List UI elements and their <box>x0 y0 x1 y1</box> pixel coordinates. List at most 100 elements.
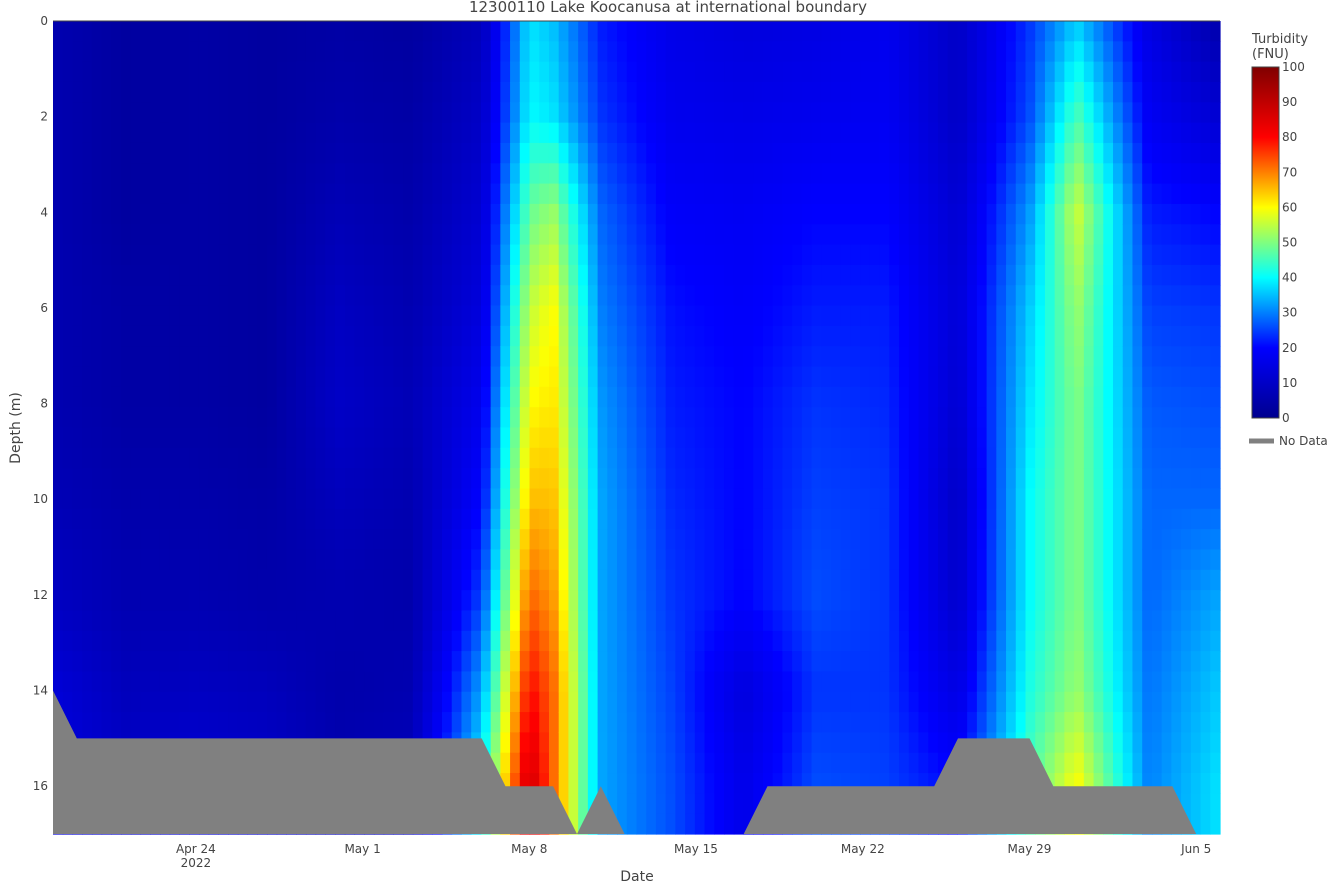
legend[interactable]: No Data <box>1249 434 1328 448</box>
heat-cell <box>276 122 287 144</box>
heat-cell <box>831 142 842 164</box>
heat-cell <box>792 508 803 530</box>
heat-cell <box>675 305 686 327</box>
heat-cell <box>422 346 433 368</box>
heat-cell <box>1064 508 1075 530</box>
heat-cell <box>1093 325 1104 347</box>
heat-cell <box>889 447 900 469</box>
heat-cell <box>1025 712 1036 733</box>
heat-cell <box>665 346 676 368</box>
heat-cell <box>539 366 550 388</box>
heat-cell <box>1074 671 1085 693</box>
heat-cell <box>1190 508 1202 530</box>
heat-cell <box>1015 508 1027 530</box>
heat-cell <box>82 488 93 510</box>
heat-cell <box>733 549 745 571</box>
heat-cell <box>801 732 813 754</box>
heat-cell <box>62 529 74 551</box>
heat-cell <box>607 285 618 307</box>
heat-cell <box>548 508 560 530</box>
heat-cell <box>344 468 356 490</box>
heat-cell <box>393 163 404 185</box>
chart-title: 12300110 Lake Koocanusa at international… <box>469 0 867 16</box>
heat-cell <box>169 305 181 327</box>
heat-cell <box>393 346 404 368</box>
heat-cell <box>228 427 239 449</box>
heat-cell <box>889 549 900 571</box>
heat-cell <box>432 163 443 185</box>
heat-cell <box>646 752 657 774</box>
heat-cell <box>1181 630 1192 652</box>
heat-cell <box>1006 610 1017 632</box>
heat-cell <box>918 508 929 530</box>
heat-cell <box>587 41 599 63</box>
heat-cell <box>840 81 852 103</box>
heat-cell <box>1025 488 1036 510</box>
heat-cell <box>1103 569 1114 591</box>
heat-cell <box>1074 264 1085 286</box>
heat-cell <box>403 122 414 144</box>
heat-cell <box>510 427 521 449</box>
heat-cell <box>597 81 608 103</box>
heat-cell <box>228 386 239 408</box>
heat-cell <box>685 468 696 490</box>
heat-cell <box>432 244 443 266</box>
heat-cell <box>354 183 365 205</box>
heat-cell <box>315 488 326 510</box>
heat-cell <box>189 346 200 368</box>
heat-cell <box>743 691 754 713</box>
heat-cell <box>490 203 501 225</box>
heat-cell <box>685 549 696 571</box>
heat-cell <box>908 325 920 347</box>
heat-cell <box>655 590 667 612</box>
heat-cell <box>198 81 210 103</box>
heat-cell <box>1210 427 1221 449</box>
heat-cell <box>947 549 959 571</box>
heat-cell <box>500 244 511 266</box>
heat-cell <box>121 468 132 490</box>
heat-cell <box>685 346 696 368</box>
heat-cell <box>130 569 142 591</box>
heat-cell <box>189 244 200 266</box>
heat-cell <box>821 549 832 571</box>
heat-cell <box>500 386 511 408</box>
heat-cell <box>617 549 628 571</box>
heat-cell <box>772 508 783 530</box>
heat-cell <box>626 244 638 266</box>
heat-cell <box>111 203 122 225</box>
heat-cell <box>432 508 443 530</box>
heat-cell <box>1113 21 1124 42</box>
heat-cell <box>228 163 239 185</box>
heat-cell <box>850 305 861 327</box>
heat-cell <box>1103 21 1114 42</box>
heat-cell <box>850 569 861 591</box>
heat-cell <box>1151 569 1163 591</box>
heat-cell <box>461 81 472 103</box>
heat-cell <box>1161 325 1172 347</box>
heat-cell <box>1064 61 1075 83</box>
heat-cell <box>1200 81 1211 103</box>
heat-cell <box>869 427 881 449</box>
heat-cell <box>354 41 365 63</box>
heat-cell <box>665 163 676 185</box>
heat-cell <box>53 41 64 63</box>
heat-cell <box>1064 142 1075 164</box>
heat-cell <box>1200 21 1211 42</box>
heat-cell <box>1181 21 1192 42</box>
heat-cell <box>1132 203 1143 225</box>
heat-cell <box>1064 488 1075 510</box>
heat-cell <box>315 41 326 63</box>
heat-cell <box>889 508 900 530</box>
heat-cell <box>860 122 871 144</box>
heat-cell <box>1200 752 1211 774</box>
heat-cell <box>587 752 599 774</box>
heat-cell <box>1210 488 1221 510</box>
heat-cell <box>860 651 871 672</box>
heat-cell <box>393 691 404 713</box>
heat-cell <box>276 203 287 225</box>
heat-cell <box>1200 671 1211 693</box>
heat-cell <box>111 61 122 83</box>
heat-cell <box>607 203 618 225</box>
heat-cell <box>1064 712 1075 733</box>
